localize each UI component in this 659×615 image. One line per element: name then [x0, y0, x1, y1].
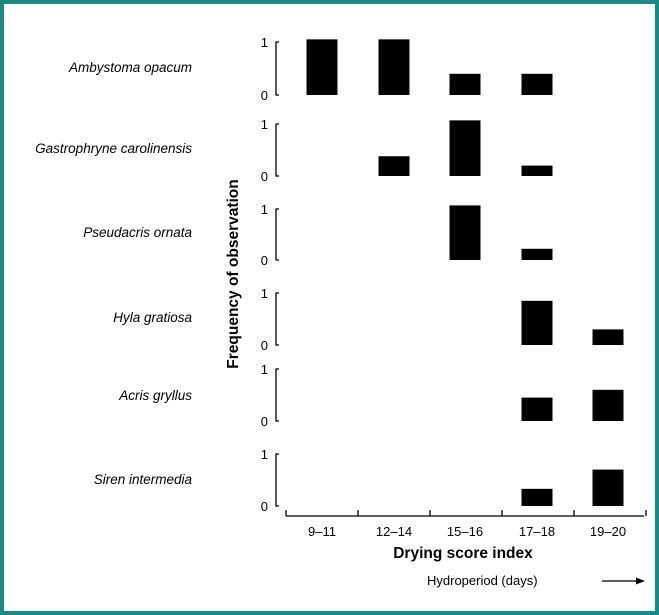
x-tick-label: 19–20 — [590, 524, 626, 539]
y-tick-label: 1 — [261, 202, 268, 217]
panel: Ambystoma opacum 1 0 — [68, 35, 553, 103]
x-tick-label: 9–11 — [308, 524, 336, 539]
series-label: Acris gryllus — [118, 388, 192, 403]
y-tick-label: 0 — [261, 169, 268, 184]
y-tick-label: 1 — [261, 362, 268, 377]
bar — [521, 248, 553, 260]
panel: Gastrophryne carolinensis 1 0 — [35, 117, 553, 184]
series-label: Gastrophryne carolinensis — [35, 141, 192, 156]
bar — [521, 73, 553, 95]
y-tick-label: 0 — [261, 499, 268, 514]
bar — [521, 165, 553, 176]
bar — [592, 389, 624, 421]
y-axis — [275, 208, 279, 261]
y-axis — [275, 368, 279, 422]
bar — [521, 300, 553, 345]
x-axis: 9–11 12–14 15–16 17–18 19–20 — [285, 510, 647, 539]
series-label: Ambystoma opacum — [68, 60, 192, 75]
y-tick-label: 0 — [261, 253, 268, 268]
panel: Pseudacris ornata 1 0 — [83, 202, 553, 268]
bar — [592, 469, 624, 506]
bar — [521, 488, 553, 506]
bar — [449, 205, 481, 260]
hydroperiod-note: Hydroperiod (days) — [427, 573, 538, 588]
y-axis — [275, 123, 279, 177]
panel: Acris gryllus 1 0 — [118, 362, 624, 429]
y-tick-label: 1 — [261, 117, 268, 132]
x-axis-title: Drying score index — [393, 545, 533, 562]
bar — [306, 39, 338, 95]
bar — [449, 73, 481, 95]
bar — [378, 39, 410, 95]
y-tick-label: 0 — [261, 338, 268, 353]
y-tick-label: 1 — [261, 35, 268, 50]
bar — [449, 120, 481, 176]
x-tick-label: 12–14 — [376, 524, 412, 539]
y-tick-label: 0 — [261, 414, 268, 429]
y-axis-title: Frequency of observation — [225, 179, 242, 368]
y-tick-label: 0 — [261, 88, 268, 103]
y-tick-label: 1 — [261, 447, 268, 462]
bar — [521, 397, 553, 421]
panel: Hyla gratiosa 1 0 — [113, 286, 624, 353]
bar — [592, 329, 624, 345]
y-axis — [275, 292, 279, 346]
panel: Siren intermedia 1 0 — [94, 447, 624, 514]
hydroperiod-arrow — [602, 577, 645, 585]
y-tick-label: 1 — [261, 286, 268, 301]
y-axis — [275, 453, 279, 507]
bar — [378, 156, 410, 176]
series-label: Pseudacris ornata — [83, 225, 192, 240]
x-tick-label: 15–16 — [447, 524, 483, 539]
x-tick-label: 17–18 — [519, 524, 555, 539]
series-label: Siren intermedia — [94, 472, 193, 487]
y-axis — [275, 41, 279, 96]
series-label: Hyla gratiosa — [113, 310, 192, 325]
